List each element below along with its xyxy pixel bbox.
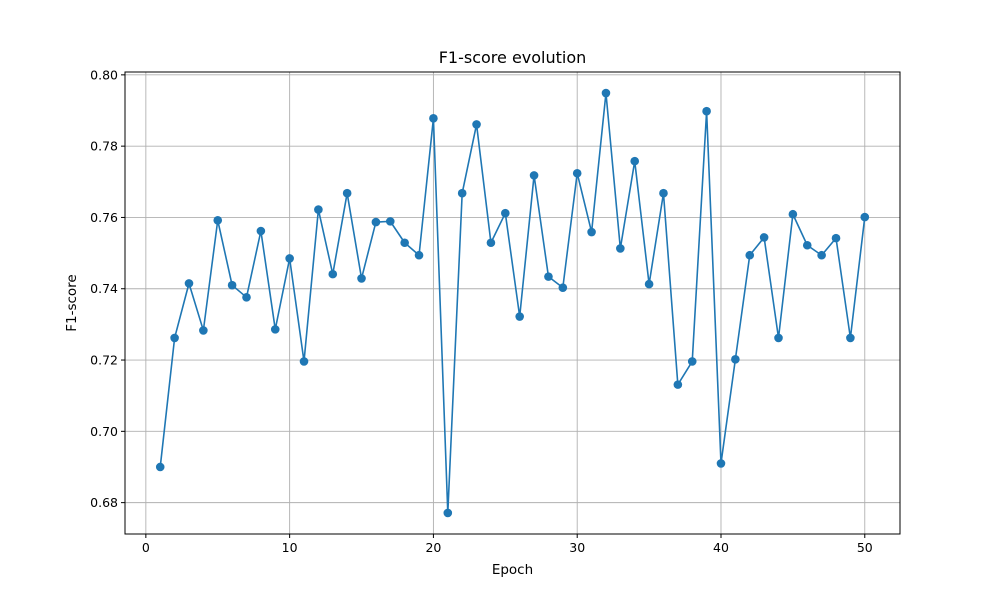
data-point [558,283,568,292]
data-point [443,508,453,518]
data-point [759,233,769,242]
data-point [731,355,740,364]
data-point [774,333,783,343]
data-point [242,292,251,302]
data-point [529,171,539,180]
series-polyline [159,92,866,514]
data-point [299,357,309,366]
data-point [457,188,467,198]
x-tick-label: 0 [142,540,150,555]
data-point [587,227,596,237]
data-point [199,326,208,335]
data-point [429,114,438,123]
data-point [860,212,870,222]
data-points [155,88,870,518]
x-tick-label: 50 [857,540,873,555]
data-point [472,120,481,129]
plot-frame [124,71,901,535]
data-point [342,188,352,198]
x-tick-label: 30 [569,540,585,555]
data-point [414,250,424,260]
data-point [601,88,611,98]
data-point [385,217,395,226]
data-point [501,208,510,218]
y-axis-label: F1-score [64,274,80,332]
data-point [328,269,338,279]
data-point [745,250,755,260]
y-tick-label: 0.76 [90,210,118,225]
data-point [256,226,266,236]
data-point [630,156,640,166]
data-point [155,462,165,472]
data-point [687,357,697,366]
chart-title: F1-score evolution [439,48,587,67]
y-tick-label: 0.72 [90,353,118,368]
data-point [170,333,179,343]
x-tick-label: 10 [282,540,298,555]
data-point [817,250,826,260]
series-line [159,92,866,514]
data-point [544,272,553,281]
data-point [227,280,237,290]
data-point [716,459,726,468]
x-axis-label: Epoch [492,562,533,578]
data-point [659,188,668,198]
data-point [702,106,711,116]
data-point [846,333,855,343]
data-point [184,279,194,288]
data-point [371,217,381,227]
data-point [213,215,223,225]
data-point [644,279,654,289]
data-point [314,205,323,214]
y-tick-label: 0.70 [90,424,118,439]
x-tick-label: 40 [713,540,729,555]
y-tick-label: 0.68 [90,495,118,510]
data-point [285,254,294,263]
y-tick-label: 0.78 [90,139,118,154]
data-point [802,240,812,250]
axis-ticks: 0 10 20 30 40 50 0.68 0.70 0.72 0.74 0.76 0.78 0.80 [90,67,873,555]
data-point [831,233,841,243]
data-point [515,312,524,321]
y-tick-label: 0.74 [90,281,118,296]
data-point [270,325,280,334]
data-point [788,209,798,219]
data-point [616,244,625,253]
data-point [572,168,582,178]
y-tick-label: 0.80 [90,67,118,82]
x-tick-label: 20 [425,540,441,555]
plot-area-background [125,72,900,534]
data-point [486,238,496,248]
data-point [673,380,683,389]
data-point [357,274,366,283]
data-point [400,238,409,248]
